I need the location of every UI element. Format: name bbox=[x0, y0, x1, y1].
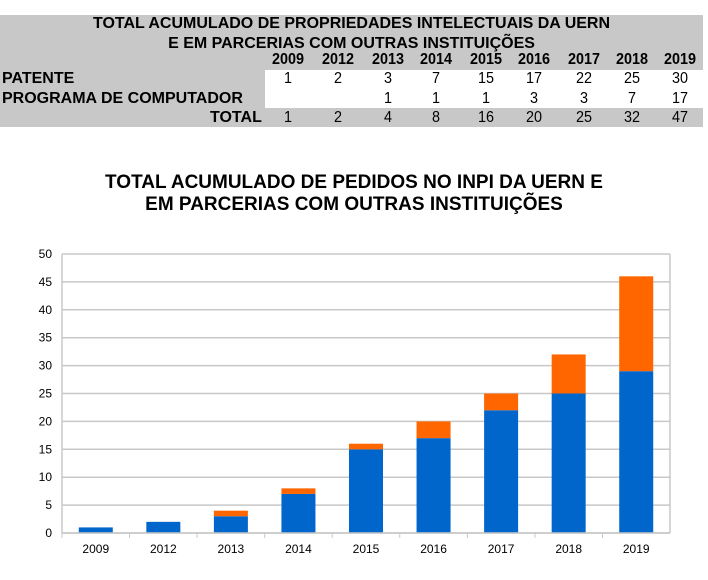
year-header: 2012 bbox=[321, 51, 355, 68]
table-cell: 20 bbox=[525, 109, 543, 126]
y-tick-label: 0 bbox=[45, 526, 52, 540]
table-cell: 17 bbox=[525, 70, 543, 87]
bar-patente bbox=[619, 371, 654, 533]
x-tick-label: 2018 bbox=[555, 542, 582, 556]
y-tick-label: 35 bbox=[39, 331, 53, 345]
year-header: 2019 bbox=[663, 51, 697, 68]
table-cell: 25 bbox=[623, 70, 641, 87]
bar-patente bbox=[281, 493, 316, 533]
x-tick-label: 2019 bbox=[623, 542, 650, 556]
row-label-total: TOTAL bbox=[210, 109, 262, 126]
table-cell: 8 bbox=[431, 109, 441, 126]
year-header: 2018 bbox=[615, 51, 649, 68]
table-cell: 47 bbox=[671, 109, 689, 126]
chart-title-line2: EM PARCERIAS COM OUTRAS INSTITUIÇÕES bbox=[145, 194, 563, 215]
year-header: 2014 bbox=[419, 51, 453, 68]
table-cell: 3 bbox=[529, 90, 539, 107]
bar-patente bbox=[416, 438, 451, 533]
table-cell: 17 bbox=[671, 90, 689, 107]
table-cell: 3 bbox=[383, 70, 393, 87]
bar-programa bbox=[213, 510, 248, 517]
table-cell: 30 bbox=[671, 70, 689, 87]
table-cell: 7 bbox=[431, 70, 441, 87]
x-tick-label: 2009 bbox=[82, 542, 109, 556]
table-cell: 2 bbox=[333, 109, 343, 126]
table-cell: 16 bbox=[477, 109, 495, 126]
y-tick-label: 45 bbox=[39, 275, 53, 289]
bar-patente bbox=[551, 393, 586, 533]
table-title-line2: E EM PARCERIAS COM OUTRAS INSTITUIÇÕES bbox=[168, 35, 535, 52]
year-header: 2015 bbox=[469, 51, 503, 68]
table-cell: 25 bbox=[575, 109, 593, 126]
year-header: 2017 bbox=[567, 51, 601, 68]
bar-programa bbox=[416, 421, 451, 439]
table-data-area bbox=[265, 70, 703, 108]
x-tick-label: 2017 bbox=[488, 542, 515, 556]
x-tick-label: 2016 bbox=[420, 542, 447, 556]
y-tick-label: 20 bbox=[39, 414, 53, 428]
bar-programa bbox=[551, 354, 586, 394]
y-tick-label: 10 bbox=[39, 470, 53, 484]
x-tick-label: 2013 bbox=[218, 542, 245, 556]
y-tick-label: 40 bbox=[39, 303, 53, 317]
table-cell: 1 bbox=[431, 90, 441, 107]
year-header: 2013 bbox=[371, 51, 405, 68]
table-cell: 22 bbox=[575, 70, 593, 87]
summary-table: TOTAL ACUMULADO DE PROPRIEDADES INTELECT… bbox=[0, 15, 703, 127]
bar-patente bbox=[78, 527, 113, 533]
table-cell: 1 bbox=[383, 90, 393, 107]
table-cell: 4 bbox=[383, 109, 393, 126]
y-tick-label: 5 bbox=[45, 498, 52, 512]
bar-programa bbox=[349, 443, 383, 450]
y-tick-label: 30 bbox=[39, 359, 53, 373]
table-cell: 7 bbox=[627, 90, 637, 107]
chart-title-line1: TOTAL ACUMULADO DE PEDIDOS NO INPI DA UE… bbox=[105, 172, 603, 193]
bar-patente bbox=[484, 410, 519, 533]
bar-programa bbox=[484, 393, 519, 411]
table-cell: 1 bbox=[283, 109, 293, 126]
x-tick-label: 2014 bbox=[285, 542, 312, 556]
x-tick-label: 2015 bbox=[353, 542, 380, 556]
bar-programa bbox=[281, 488, 316, 494]
table-cell: 32 bbox=[623, 109, 641, 126]
bar-patente bbox=[213, 516, 248, 533]
y-tick-label: 25 bbox=[39, 387, 53, 401]
table-cell: 1 bbox=[283, 70, 293, 87]
bar-patente bbox=[349, 449, 383, 533]
x-tick-label: 2012 bbox=[150, 542, 177, 556]
table-cell: 15 bbox=[477, 70, 495, 87]
row-label-programa: PROGRAMA DE COMPUTADOR bbox=[2, 90, 243, 107]
table-cell: 1 bbox=[481, 90, 491, 107]
table-cell: 3 bbox=[579, 90, 589, 107]
y-tick-label: 15 bbox=[39, 442, 53, 456]
bar-programa bbox=[619, 276, 654, 372]
bar-patente bbox=[146, 521, 181, 533]
year-header: 2009 bbox=[271, 51, 305, 68]
year-header: 2016 bbox=[517, 51, 551, 68]
table-title-line1: TOTAL ACUMULADO DE PROPRIEDADES INTELECT… bbox=[92, 15, 611, 32]
y-tick-label: 50 bbox=[39, 247, 53, 261]
row-label-patente: PATENTE bbox=[2, 70, 75, 87]
chart-title: TOTAL ACUMULADO DE PEDIDOS NO INPI DA UE… bbox=[0, 172, 708, 216]
table-cell: 2 bbox=[333, 70, 343, 87]
